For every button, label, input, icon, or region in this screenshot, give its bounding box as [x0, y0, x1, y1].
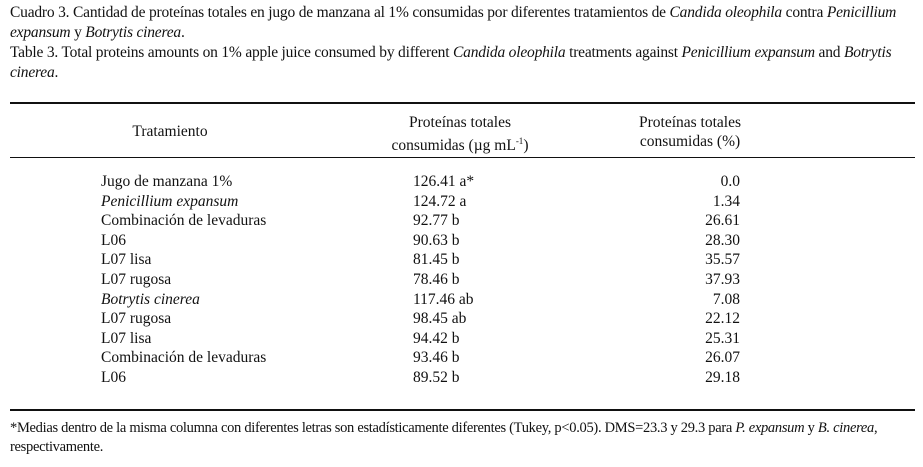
species-name: P. expansum	[735, 420, 805, 436]
pathogen-name: Botrytis cinerea	[85, 24, 181, 41]
treatment-cell: L07 lisa	[101, 251, 152, 269]
caption-english: Table 3. Total proteins amounts on 1% ap…	[10, 43, 915, 83]
table-row: L07 lisa 81.45 b 35.57	[0, 250, 923, 270]
footnote: *Medias dentro de la misma columna con d…	[10, 419, 915, 457]
table-bottom-rule	[10, 409, 915, 411]
species-name: Candida oleophila	[669, 4, 783, 21]
footnote-text: y	[804, 420, 818, 436]
header-line: Proteínas totales	[638, 114, 742, 131]
proteins-pct-cell: 29.18	[705, 369, 740, 386]
caption-text: y	[70, 24, 86, 41]
proteins-pct-cell: 25.31	[705, 329, 740, 347]
proteins-pct-cell: 28.30	[705, 231, 740, 249]
treatment-cell: Combinación de levaduras	[101, 212, 267, 230]
proteins-pct-cell: 7.08	[712, 290, 740, 308]
table-row: L07 lisa 94.42 b 25.31	[0, 329, 923, 349]
treatment-cell: Combinación de levaduras	[101, 349, 267, 367]
header-line: consumidas (%)	[639, 133, 741, 150]
header-superscript: -1	[515, 136, 524, 146]
proteins-ug-cell: 78.46 b	[413, 271, 460, 288]
treatment-cell: Botrytis cinerea	[101, 290, 200, 308]
header-proteins-ug: Proteínas totales consumidas (µg mL-1)	[350, 113, 570, 155]
header-proteins-pct: Proteínas totales consumidas (%)	[600, 113, 780, 151]
treatment-cell: L07 rugosa	[101, 310, 172, 328]
proteins-pct-cell: 26.61	[705, 212, 740, 230]
pathogen-name: Penicillium expansum	[10, 4, 897, 41]
treatment-cell: L07 rugosa	[101, 271, 172, 288]
pathogen-name: Botrytis cinerea	[10, 44, 892, 81]
species-name: B. cinerea	[817, 420, 874, 436]
footnote-text: *Medias dentro de la misma columna con d…	[10, 420, 736, 436]
table-row: L07 rugosa 78.46 b 37.93	[0, 270, 923, 290]
treatment-cell: L06	[101, 369, 126, 386]
proteins-ug-cell: 89.52 b	[413, 369, 460, 386]
proteins-ug-cell: 98.45 ab	[413, 310, 467, 328]
treatment-cell: Jugo de manzana 1%	[101, 173, 233, 190]
header-line: Proteínas totales	[408, 114, 512, 131]
proteins-pct-cell: 22.12	[705, 310, 740, 328]
table-row: Combinación de levaduras 93.46 b 26.07	[0, 348, 923, 368]
header-treatment: Tratamiento	[132, 123, 208, 140]
proteins-ug-cell: 92.77 b	[413, 212, 460, 230]
table-row: L06 90.63 b 28.30	[0, 231, 923, 251]
header-text: )	[523, 137, 529, 155]
proteins-ug-cell: 81.45 b	[413, 251, 460, 269]
proteins-pct-cell: 26.07	[705, 349, 740, 367]
proteins-pct-cell: 37.93	[705, 271, 740, 288]
header-line: consumidas (µg mL-1)	[350, 132, 570, 155]
proteins-ug-cell: 126.41 a*	[413, 173, 475, 190]
treatment-cell: Penicillium expansum	[101, 192, 239, 210]
proteins-ug-cell: 90.63 b	[413, 231, 460, 249]
table-row: Jugo de manzana 1% 126.41 a* 0.0	[0, 172, 923, 192]
footnote-text: , respectivamente.	[10, 420, 878, 455]
caption-text: and	[814, 44, 844, 61]
table-row: Botrytis cinerea 117.46 ab 7.08	[0, 290, 923, 310]
treatment-cell: L07 lisa	[101, 329, 152, 347]
table-row: L07 rugosa 98.45 ab 22.12	[0, 309, 923, 329]
header-text: consumidas (µg mL	[391, 137, 516, 155]
table-row: L06 89.52 b 29.18	[0, 368, 923, 388]
table-caption: Cuadro 3. Cantidad de proteínas totales …	[10, 3, 915, 83]
proteins-pct-cell: 0.0	[720, 173, 740, 190]
caption-text: .	[180, 24, 185, 41]
treatment-cell: L06	[101, 231, 126, 249]
caption-text: contra	[781, 4, 827, 21]
caption-text: treatments against	[565, 44, 682, 61]
table-top-rule	[10, 102, 915, 104]
proteins-ug-cell: 117.46 ab	[413, 290, 474, 308]
proteins-pct-cell: 1.34	[712, 192, 740, 210]
proteins-ug-cell: 93.46 b	[413, 349, 460, 367]
species-name: Candida oleophila	[453, 44, 566, 61]
proteins-ug-cell: 94.42 b	[413, 329, 460, 347]
table-row: Combinación de levaduras 92.77 b 26.61	[0, 211, 923, 231]
header-rule	[10, 157, 915, 158]
caption-spanish: Cuadro 3. Cantidad de proteínas totales …	[10, 3, 915, 43]
table-row: Penicillium expansum 124.72 a 1.34	[0, 192, 923, 212]
pathogen-name: Penicillium expansum	[681, 44, 816, 61]
caption-text: Cuadro 3. Cantidad de proteínas totales …	[10, 4, 670, 21]
caption-text: .	[54, 64, 59, 81]
proteins-pct-cell: 35.57	[705, 251, 740, 269]
proteins-ug-cell: 124.72 a	[413, 192, 467, 210]
caption-text: Table 3. Total proteins amounts on 1% ap…	[10, 44, 454, 61]
